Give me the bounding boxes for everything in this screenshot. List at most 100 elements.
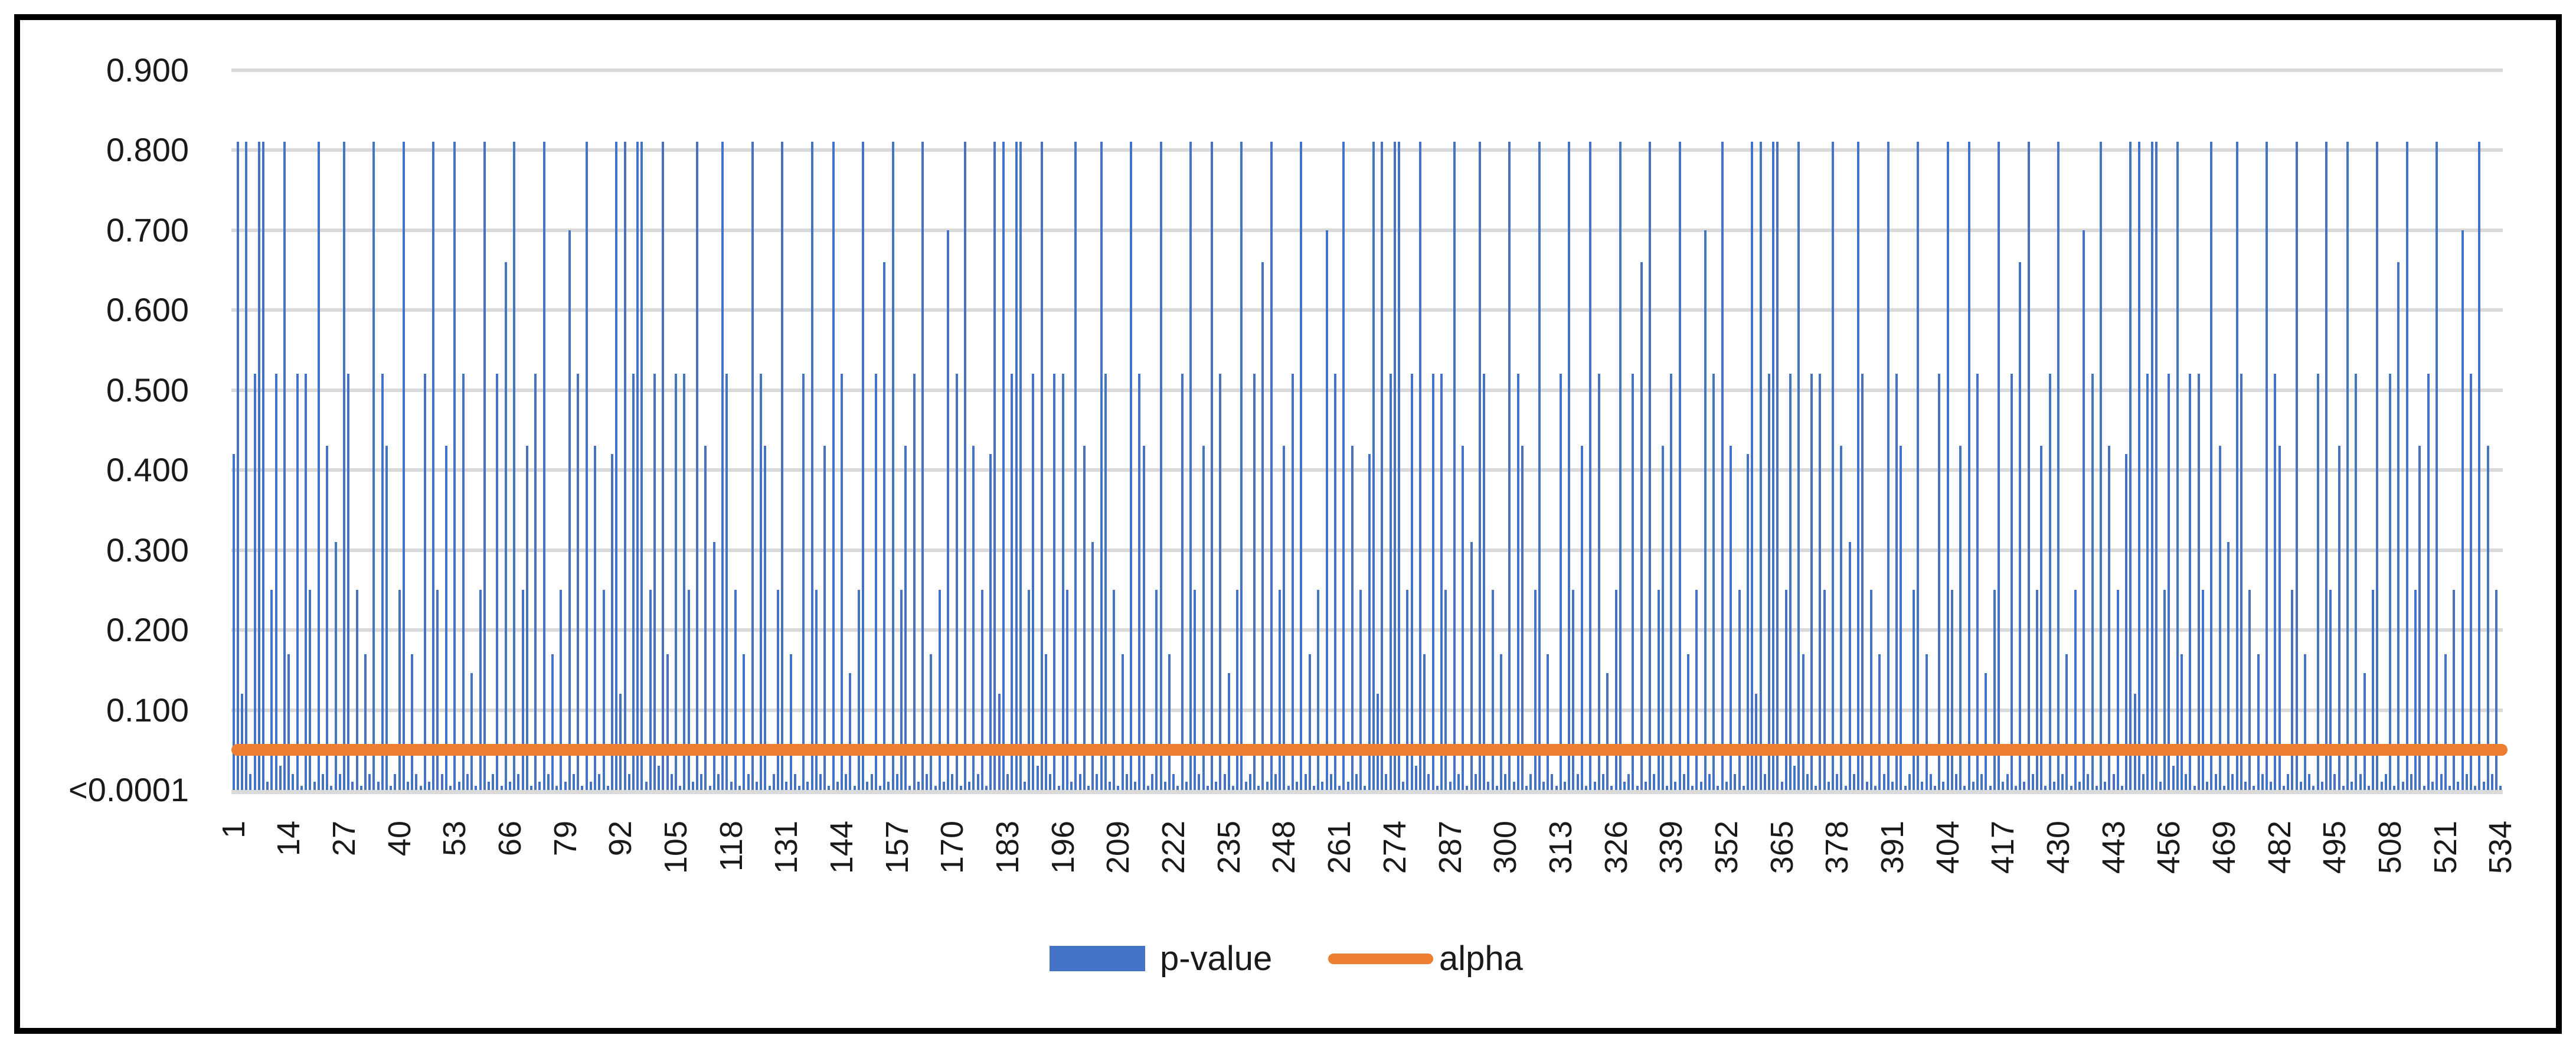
p-value-bar bbox=[1236, 590, 1239, 790]
legend-pvalue-label: p-value bbox=[1160, 939, 1273, 978]
p-value-bar bbox=[1227, 673, 1230, 790]
p-value-bar bbox=[1946, 142, 1949, 790]
p-value-bar bbox=[1840, 446, 1843, 790]
p-value-bar bbox=[564, 782, 567, 790]
p-value-bar bbox=[1695, 590, 1698, 790]
p-value-bar bbox=[2312, 786, 2315, 790]
p-value-bar bbox=[658, 766, 661, 790]
p-value-bar bbox=[1113, 590, 1116, 790]
p-value-bar bbox=[1589, 142, 1592, 790]
p-value-bar bbox=[547, 774, 550, 790]
p-value-bar bbox=[1963, 786, 1966, 790]
p-value-bar bbox=[751, 142, 754, 790]
p-value-bar bbox=[1453, 142, 1456, 790]
p-value-bar bbox=[1219, 374, 1222, 790]
p-value-bar bbox=[1874, 786, 1877, 790]
p-value-bar bbox=[2125, 454, 2128, 790]
p-value-bar bbox=[1734, 774, 1737, 790]
p-value-bar bbox=[1853, 774, 1856, 790]
p-value-bar bbox=[985, 786, 988, 790]
p-value-bar bbox=[1972, 782, 1975, 790]
p-value-bar bbox=[1848, 542, 1851, 790]
p-value-bar bbox=[1495, 786, 1498, 790]
p-value-bar bbox=[1865, 782, 1868, 790]
p-value-bar bbox=[619, 694, 622, 790]
p-value-bar bbox=[632, 374, 635, 790]
p-value-bar bbox=[1751, 142, 1754, 790]
p-value-bar bbox=[2274, 374, 2277, 790]
p-value-bar bbox=[1568, 142, 1571, 790]
p-value-bar bbox=[1938, 374, 1941, 790]
p-value-bar bbox=[1065, 590, 1068, 790]
p-value-bar bbox=[419, 786, 422, 790]
p-value-bar bbox=[1869, 590, 1872, 790]
p-value-bar bbox=[2418, 446, 2421, 790]
p-value-bar bbox=[2193, 786, 2196, 790]
p-value-bar bbox=[653, 374, 656, 790]
p-value-bar bbox=[1976, 374, 1979, 790]
p-value-bar bbox=[951, 774, 954, 790]
p-value-bar bbox=[712, 542, 715, 790]
p-value-bar bbox=[1317, 590, 1320, 790]
y-tick-label: 0.500 bbox=[106, 371, 189, 409]
p-value-bar bbox=[2287, 774, 2290, 790]
p-value-bar bbox=[2227, 542, 2230, 790]
p-value-bar bbox=[423, 374, 426, 790]
chart-border bbox=[14, 14, 2562, 1034]
p-value-bar bbox=[2469, 374, 2472, 790]
p-value-bar bbox=[1078, 774, 1081, 790]
x-tick-label: 287 bbox=[1432, 821, 1468, 874]
p-value-bar bbox=[1198, 774, 1201, 790]
p-value-bar bbox=[589, 782, 592, 790]
p-value-bar bbox=[1780, 782, 1783, 790]
p-value-bar bbox=[1738, 590, 1741, 790]
p-value-bar bbox=[1342, 142, 1345, 790]
p-value-bar bbox=[428, 782, 431, 790]
p-value-bar bbox=[2316, 374, 2319, 790]
p-value-bar bbox=[2057, 142, 2060, 790]
x-tick-label: 495 bbox=[2317, 821, 2353, 874]
p-value-bar bbox=[870, 774, 873, 790]
p-value-bar bbox=[2155, 142, 2157, 790]
p-value-bar bbox=[1559, 374, 1562, 790]
x-tick-label: 79 bbox=[547, 821, 583, 857]
p-value-bar bbox=[1172, 774, 1175, 790]
p-value-bar bbox=[1104, 374, 1107, 790]
x-tick-label: 443 bbox=[2096, 821, 2132, 874]
p-value-bar bbox=[1564, 782, 1567, 790]
p-value-bar bbox=[321, 774, 324, 790]
p-value-bar bbox=[1070, 782, 1073, 790]
p-value-bar bbox=[1134, 782, 1137, 790]
p-value-bar bbox=[785, 782, 788, 790]
p-value-bar bbox=[283, 142, 286, 790]
p-value-bar bbox=[1921, 782, 1924, 790]
p-value-bar bbox=[521, 590, 524, 790]
y-tick-label: 0.800 bbox=[106, 131, 189, 168]
p-value-bar bbox=[1346, 782, 1349, 790]
p-value-bar bbox=[1730, 446, 1732, 790]
p-value-bar bbox=[1176, 786, 1179, 790]
x-tick-label: 352 bbox=[1708, 821, 1744, 874]
x-tick-label: 248 bbox=[1266, 821, 1302, 874]
p-value-bar bbox=[1155, 590, 1158, 790]
p-value-bar bbox=[904, 446, 907, 790]
y-tick-label: 0.200 bbox=[106, 611, 189, 648]
p-value-bar bbox=[917, 782, 920, 790]
y-tick-label: 0.100 bbox=[106, 691, 189, 729]
p-value-bar bbox=[236, 142, 239, 790]
p-value-bar bbox=[1333, 374, 1336, 790]
p-value-bar bbox=[1904, 786, 1907, 790]
p-value-bar bbox=[1414, 766, 1417, 790]
x-tick-label: 300 bbox=[1488, 821, 1524, 874]
gridline bbox=[231, 388, 2503, 392]
p-value-bar bbox=[1516, 374, 1519, 790]
p-value-bar bbox=[500, 786, 503, 790]
p-value-bar bbox=[1410, 374, 1413, 790]
p-value-bar bbox=[2499, 786, 2502, 790]
p-value-bar bbox=[2299, 782, 2302, 790]
p-value-bar bbox=[2257, 654, 2260, 790]
y-tick-label: 0.400 bbox=[106, 451, 189, 488]
p-value-bar bbox=[1678, 142, 1681, 790]
p-value-bar bbox=[662, 142, 665, 790]
p-value-bar bbox=[1534, 590, 1537, 790]
